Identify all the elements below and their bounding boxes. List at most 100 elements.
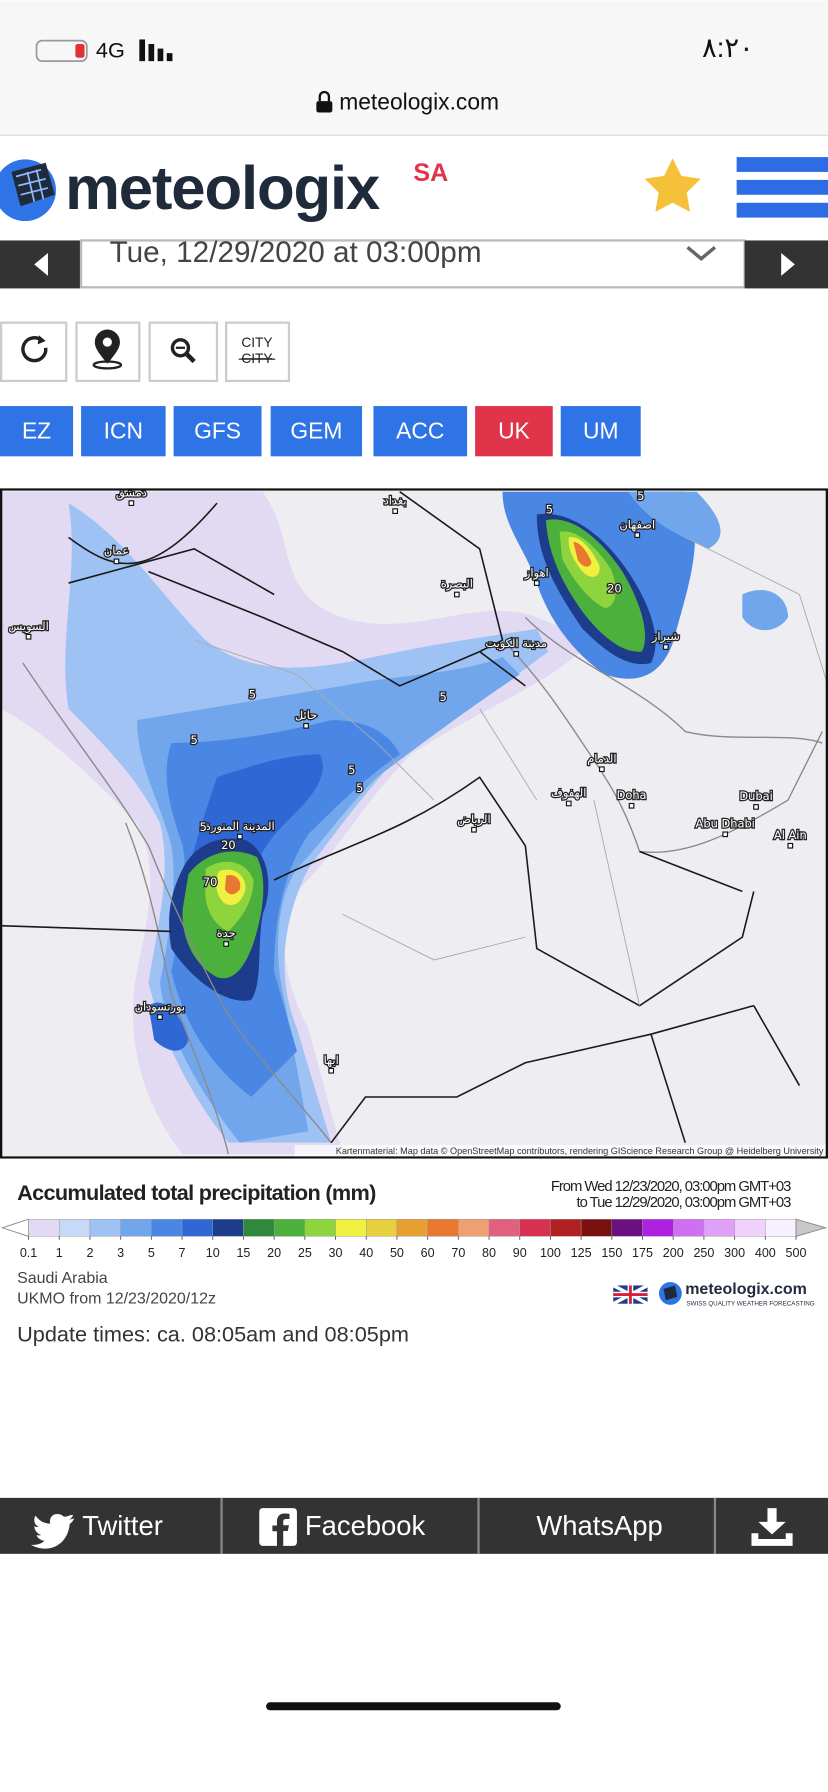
zoom-out-icon [170, 338, 196, 364]
model-button[interactable] [560, 406, 641, 457]
model-button[interactable] [0, 406, 74, 457]
city-label: بورتسودان [135, 999, 185, 1014]
refresh-icon-head [37, 335, 46, 345]
region: Saudi Arabia [17, 1270, 108, 1287]
colorbar-tick-label: 15 [236, 1246, 250, 1260]
separators [220, 1497, 717, 1554]
city-dot [533, 580, 540, 586]
colorbar-segment [212, 1218, 244, 1237]
city-button[interactable] [224, 321, 291, 383]
logo[interactable]: meteologix [65, 154, 381, 223]
city-label: Dubai [739, 789, 772, 803]
home-indicator [266, 1702, 561, 1711]
city-label: الدمام [587, 751, 616, 765]
map-frame [0, 488, 828, 1159]
colorbar-low-arrow [0, 1218, 30, 1237]
colorbar-tick-label: 125 [571, 1246, 592, 1260]
colorbar-segment [488, 1218, 520, 1237]
facebook-f [272, 1513, 290, 1547]
model-label: GEM [290, 417, 342, 443]
colorbar-segment [427, 1218, 459, 1237]
city-dot [223, 941, 229, 947]
colorbar-segment [458, 1218, 490, 1237]
colorbar-segment [642, 1218, 674, 1237]
contour-label: 5 [637, 489, 644, 503]
colorbar-segment [89, 1218, 121, 1237]
model-button[interactable] [270, 406, 363, 457]
next-arrow [781, 253, 795, 276]
colorbar-segment [59, 1218, 91, 1237]
colorbar-tick-label: 25 [298, 1246, 312, 1260]
map: دمشق بغداد عمان السويس البصرة اهواز اصفهان شيرا… [0, 488, 828, 1159]
colorbar-tick-label: 5 [148, 1246, 155, 1260]
model-button[interactable] [373, 406, 468, 457]
colorbar-tick-label: 200 [663, 1246, 684, 1260]
city-label: CITY [241, 335, 272, 350]
menu-button[interactable] [736, 157, 828, 218]
colorbar-tick-label: 40 [359, 1246, 373, 1260]
city-label: الهفوف [551, 786, 586, 801]
colorbar-high-arrow [795, 1218, 828, 1237]
city-label: عمان [104, 544, 129, 558]
brand: meteologix.com [685, 1281, 807, 1298]
colorbar-tick-label: 3 [117, 1246, 124, 1260]
borders [0, 491, 801, 1144]
city-dot [303, 722, 309, 729]
city-dot [787, 842, 794, 849]
colorbar-tick-label: 400 [755, 1246, 776, 1260]
zoom-button[interactable] [148, 321, 219, 383]
model-button[interactable] [173, 406, 262, 457]
download-button[interactable] [751, 1508, 793, 1546]
colorbar-tick-label: 250 [693, 1246, 714, 1260]
colorbar-tick-label: 20 [267, 1246, 281, 1260]
city-dot [722, 831, 729, 838]
city-dot [513, 651, 520, 657]
colorbar-segment [28, 1218, 60, 1237]
city-label: البصرة [441, 577, 473, 592]
city-label: شيراز [651, 629, 680, 644]
city-dot [628, 802, 635, 809]
favorite-star[interactable] [644, 158, 701, 212]
city-dot [128, 500, 135, 506]
city-label: مدينة الكويت [485, 636, 547, 651]
clock: ٨:٢٠ [702, 32, 754, 63]
colorbar-tick-label: 50 [390, 1246, 404, 1260]
twitter-icon [30, 1513, 75, 1549]
contour-label: 5 [546, 502, 553, 516]
model-button[interactable] [81, 406, 166, 457]
model-button[interactable] [475, 406, 553, 457]
share-twitter[interactable]: Twitter [82, 1510, 163, 1541]
city-dot [753, 804, 759, 810]
colorbar-tick-label: 150 [601, 1246, 622, 1260]
share-whatsapp[interactable]: WhatsApp [536, 1510, 662, 1541]
colorbar-segment [304, 1218, 336, 1237]
colorbar-tick-label: 2 [86, 1246, 93, 1260]
contour-label: 5 [191, 733, 198, 747]
share-facebook[interactable]: Facebook [305, 1510, 426, 1541]
colorbar-tick-label: 175 [632, 1246, 653, 1260]
colorbar-segment [703, 1218, 735, 1237]
city-label: Abu Dhabi [696, 817, 755, 831]
url[interactable]: meteologix.com [339, 88, 499, 114]
chevron [686, 245, 717, 261]
city-dot [634, 532, 641, 538]
contour-label: 20 [221, 838, 236, 852]
model-label: UK [498, 417, 530, 443]
model-label: EZ [22, 417, 51, 443]
city-dot [392, 508, 399, 514]
colorbar-segment [243, 1218, 275, 1237]
date-select[interactable] [79, 239, 746, 289]
colorbar-segment [181, 1218, 213, 1237]
colorbar-tick-label: 0.1 [20, 1246, 37, 1260]
city-label: اصفهان [619, 517, 655, 531]
colorbar-segment [580, 1218, 613, 1237]
uk-flag [612, 1283, 649, 1306]
colorbar-tick-label: 300 [724, 1246, 745, 1260]
contour-label: 5 [249, 687, 256, 701]
colorbar-segment [120, 1218, 152, 1237]
city-label: الرياض [457, 812, 490, 827]
refresh-button[interactable] [0, 321, 68, 383]
colorbar-segment [611, 1218, 643, 1237]
prev-arrow [34, 253, 48, 276]
city-dot [599, 766, 605, 773]
